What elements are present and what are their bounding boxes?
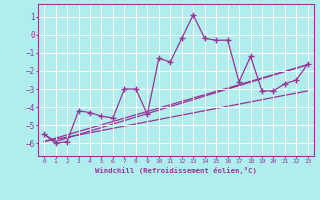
X-axis label: Windchill (Refroidissement éolien,°C): Windchill (Refroidissement éolien,°C) [95, 167, 257, 174]
